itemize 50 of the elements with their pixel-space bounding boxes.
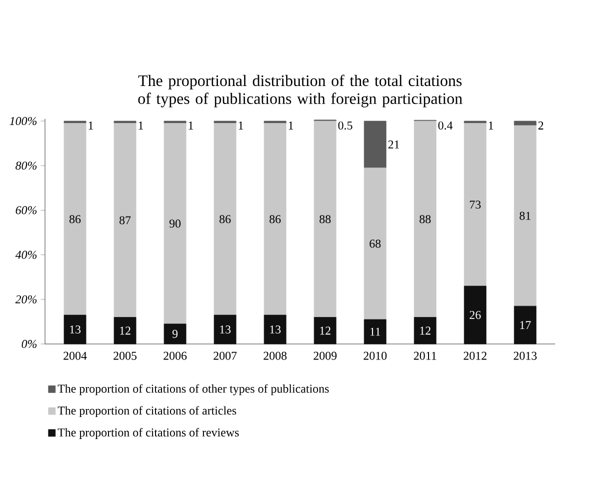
y-tick-label: 60%	[16, 206, 37, 214]
data-label: 1	[188, 122, 194, 130]
data-label: 1	[288, 122, 294, 130]
data-label: 1	[88, 122, 93, 130]
y-tick-label: 20%	[15, 295, 37, 304]
legend-label: The proportion of citations of reviews	[58, 428, 239, 439]
y-tick-label: 0%	[22, 340, 37, 348]
x-tick-label: 2005	[114, 352, 137, 360]
x-tick-label: 2008	[264, 352, 287, 360]
data-label: 86	[270, 215, 281, 224]
data-label: 1	[138, 122, 144, 130]
data-label: 87	[120, 216, 131, 224]
data-label: 13	[70, 325, 81, 334]
data-label: 21	[388, 140, 400, 148]
data-label: 86	[220, 215, 231, 224]
data-label: 9	[172, 330, 178, 338]
data-label: 1	[238, 122, 244, 130]
x-tick-label: 2009	[314, 352, 337, 360]
data-label: 11	[370, 328, 380, 336]
legend-label: The proportion of citations of other types of publications	[58, 384, 329, 396]
data-label: 26	[470, 310, 481, 320]
data-label: 88	[420, 215, 431, 224]
chart-title: The proportional distribution of the total citations of types of publications with foreign participation	[138, 74, 462, 108]
x-tick-label: 2006	[164, 352, 187, 360]
x-tick-label: 2004	[64, 352, 87, 360]
data-label: 0.4	[438, 121, 453, 130]
data-label: 68	[370, 240, 381, 248]
x-tick-label: 2013	[514, 352, 537, 360]
data-label: 12	[120, 326, 130, 335]
data-label: 90	[169, 220, 181, 228]
y-tick-label: 100%	[10, 116, 37, 126]
data-label: 1	[488, 122, 494, 130]
data-label: 88	[320, 215, 331, 224]
data-label: 13	[270, 325, 281, 334]
x-tick-label: 2010	[364, 352, 387, 360]
data-label: 17	[520, 321, 531, 329]
data-label: 12	[420, 326, 430, 335]
x-tick-label: 2007	[214, 352, 237, 360]
x-tick-label: 2012	[464, 352, 486, 360]
data-label: 12	[320, 326, 330, 335]
data-label: 13	[220, 325, 231, 334]
data-label: 0.5	[338, 121, 352, 130]
data-label: 2	[538, 122, 544, 130]
x-tick-label: 2011	[414, 352, 436, 360]
y-tick-label: 40%	[15, 250, 37, 259]
data-label: 86	[69, 215, 81, 224]
y-tick-label: 80%	[16, 162, 37, 170]
data-label: 73	[470, 200, 481, 209]
legend-label: The proportion of citations of articles	[58, 406, 236, 418]
data-label: 81	[520, 212, 530, 220]
